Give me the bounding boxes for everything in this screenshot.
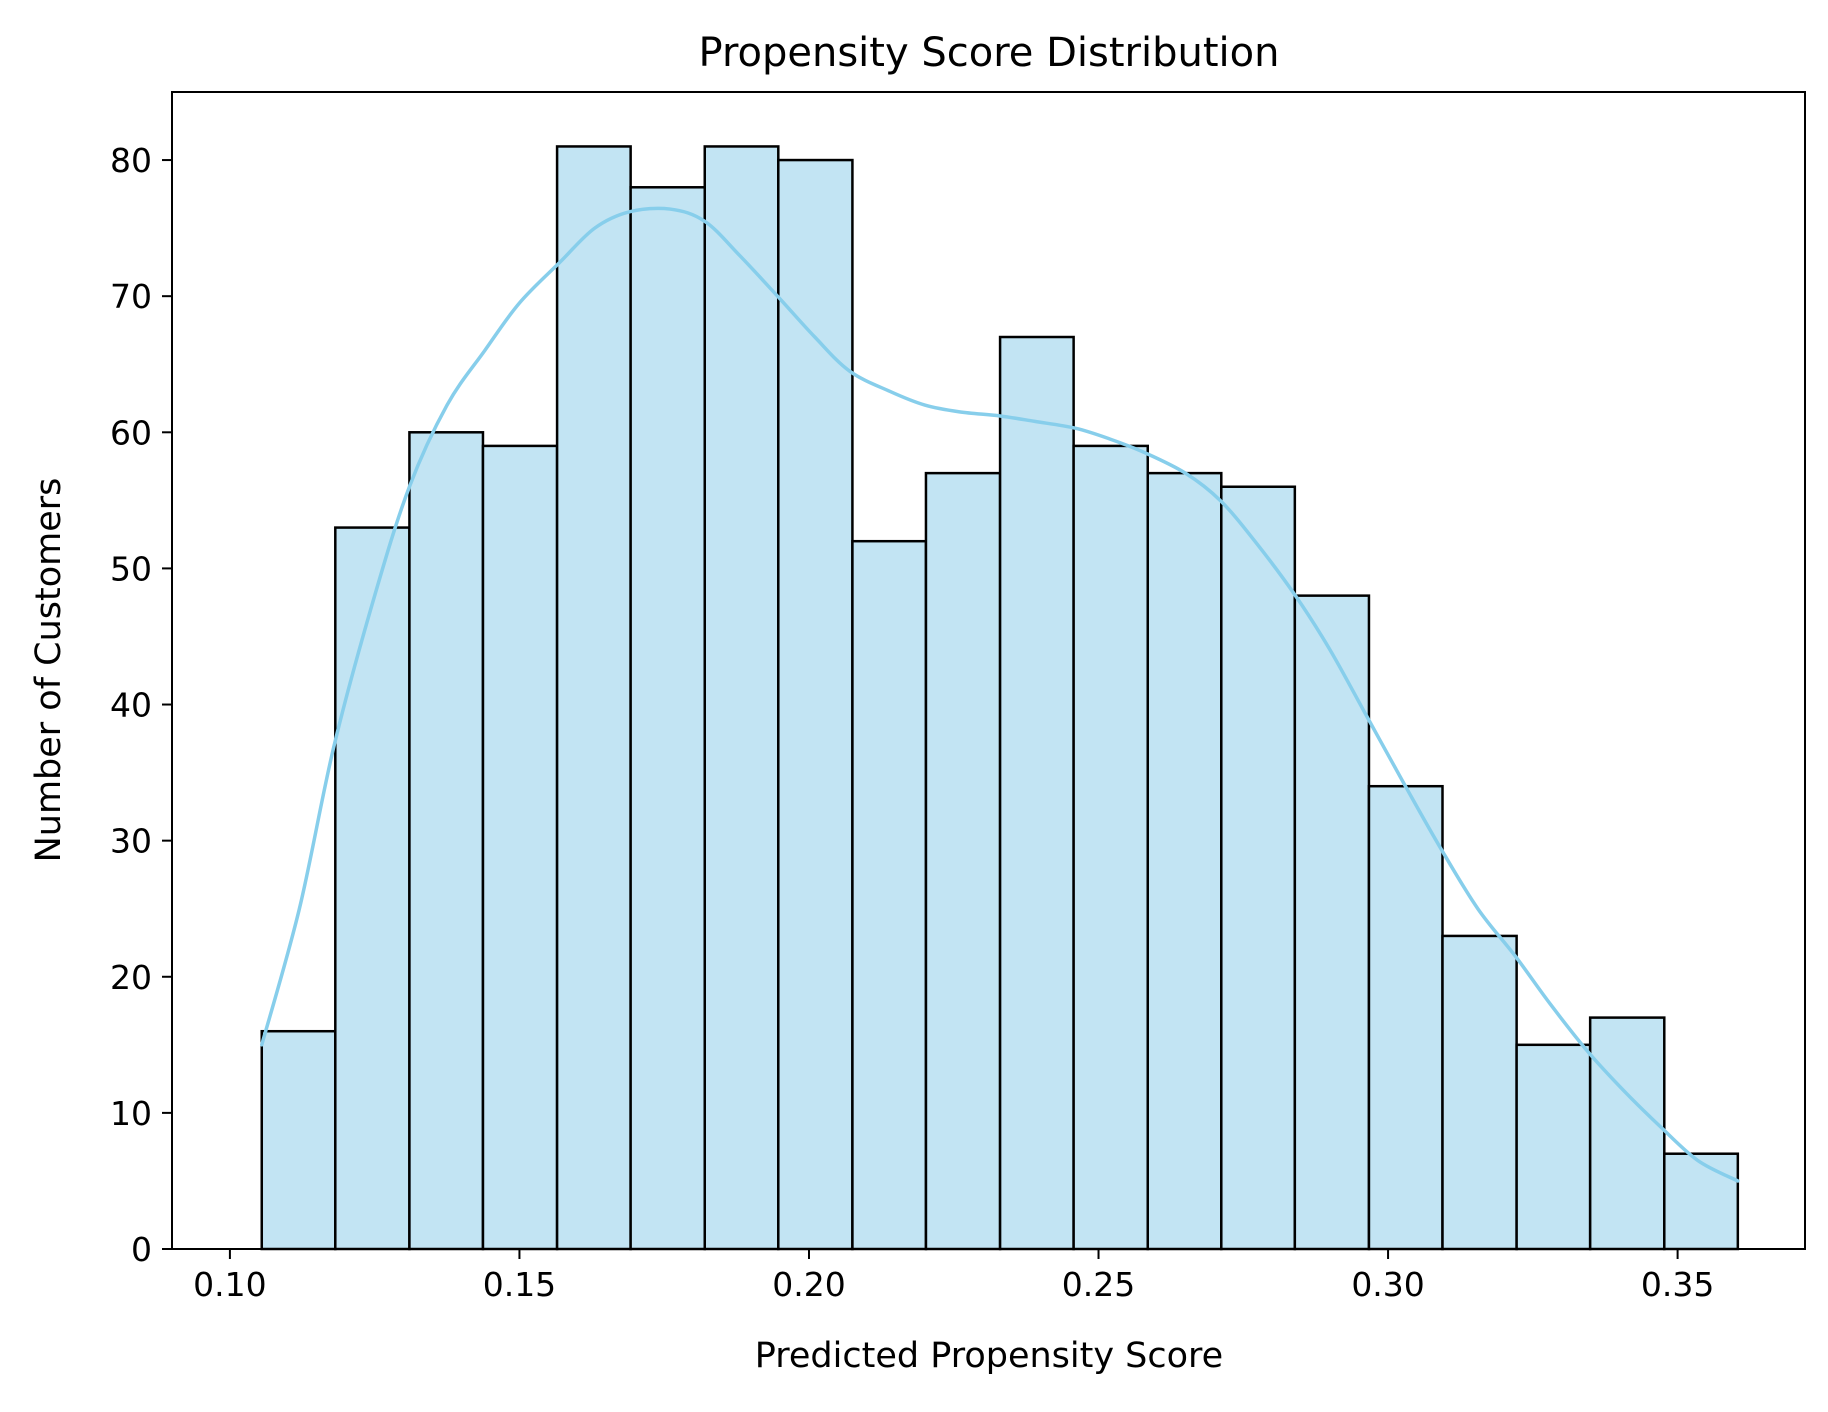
histogram-bar: [703, 145, 780, 1251]
chart-title: Propensity Score Distribution: [699, 30, 1280, 76]
histogram-bar: [924, 471, 1002, 1251]
x-tick-label: 0.15: [483, 1265, 556, 1304]
bars-layer: [260, 145, 1740, 1251]
histogram-bar: [555, 145, 632, 1251]
histogram-bar: [334, 526, 411, 1251]
y-tick-label: 20: [110, 958, 152, 997]
y-tick-label: 70: [110, 277, 152, 316]
histogram-bar: [408, 431, 485, 1251]
kde-curve: [260, 206, 1740, 1183]
y-tick-label: 60: [110, 413, 152, 452]
histogram-bar: [260, 1029, 337, 1251]
x-tick-label: 0.20: [772, 1265, 845, 1304]
histogram-bar: [998, 335, 1075, 1251]
y-tick-label: 0: [131, 1230, 152, 1269]
histogram-bar: [1515, 1043, 1592, 1251]
histogram-bar: [1663, 1152, 1740, 1251]
histogram-bar: [629, 186, 707, 1251]
y-tick-label: 10: [110, 1094, 152, 1133]
histogram-bar: [1293, 594, 1371, 1251]
histogram-bar: [1441, 934, 1518, 1251]
x-tick-label: 0.25: [1062, 1265, 1135, 1304]
histogram-bar: [1072, 444, 1149, 1251]
x-axis: 0.10 0.15 0.20 0.25 0.30 0.35: [193, 1249, 1714, 1304]
histogram-bar: [1367, 784, 1444, 1251]
y-tick-label: 30: [110, 822, 152, 861]
x-axis-label: Predicted Propensity Score: [755, 1336, 1223, 1376]
y-tick-label: 50: [110, 549, 152, 588]
y-axis: 0 10 20 30 40 50 60 70 80: [110, 141, 172, 1269]
histogram-bar: [481, 444, 559, 1251]
histogram-bar: [1588, 1016, 1666, 1251]
x-tick-label: 0.10: [193, 1265, 266, 1304]
kde-layer: [260, 206, 1740, 1183]
plot-frame: [171, 91, 1806, 1250]
y-tick-label: 80: [110, 141, 152, 180]
histogram-bar: [1220, 485, 1297, 1251]
y-axis-label: Number of Customers: [29, 478, 69, 863]
histogram-bar: [1146, 471, 1223, 1251]
histogram-bar: [851, 539, 928, 1251]
y-tick-label: 40: [110, 686, 152, 725]
histogram-bar: [777, 158, 854, 1251]
x-tick-label: 0.30: [1351, 1265, 1424, 1304]
x-tick-label: 0.35: [1641, 1265, 1714, 1304]
